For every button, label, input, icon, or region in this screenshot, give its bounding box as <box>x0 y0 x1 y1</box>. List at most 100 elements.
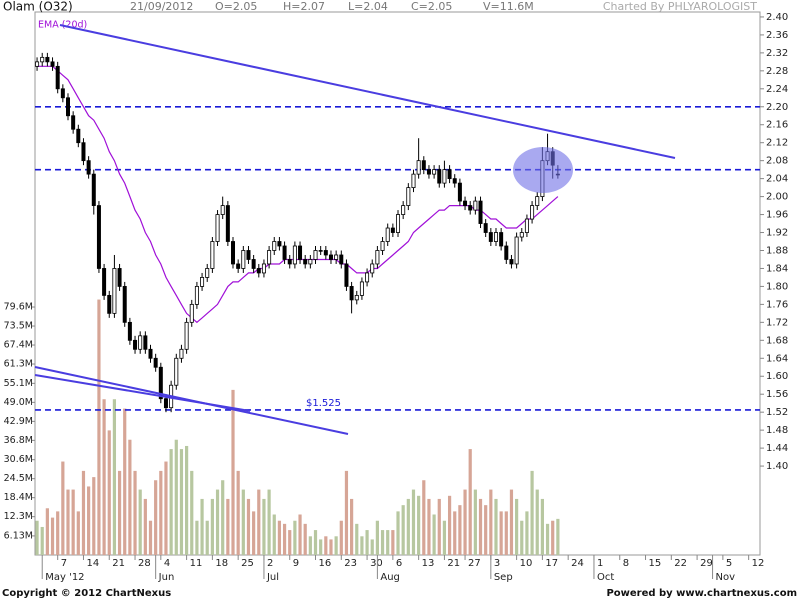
x-tick-label: 3 <box>494 558 500 569</box>
candle-body <box>35 61 40 67</box>
volume-tick-label: 24.5M <box>4 473 33 484</box>
candle-body <box>158 366 163 400</box>
candle-body <box>143 335 148 350</box>
candle-body <box>365 272 370 283</box>
x-tick-label: 13 <box>422 558 435 569</box>
volume-bar <box>277 520 282 555</box>
volume-bar <box>401 505 405 555</box>
volume-bar <box>257 489 261 555</box>
volume-bar <box>298 514 302 555</box>
candle-body <box>184 321 189 350</box>
volume-tick-label: 67.4M <box>4 340 33 351</box>
volume-bar <box>432 514 436 555</box>
volume-bar <box>185 445 189 555</box>
candle-body <box>163 398 168 409</box>
volume-bar <box>97 299 101 555</box>
volume-bar <box>61 461 65 555</box>
volume-bar <box>221 480 225 555</box>
volume-bar <box>437 498 441 555</box>
volume-quote: V=11.6M <box>483 0 534 13</box>
volume-bar <box>164 461 168 555</box>
volume-bar <box>102 399 106 555</box>
candle-body <box>138 335 143 350</box>
month-label: Oct <box>597 572 614 583</box>
candle-body <box>287 259 292 265</box>
volume-bar <box>319 539 323 555</box>
candle-body <box>246 250 251 260</box>
volume-bar <box>133 470 137 555</box>
volume-bar <box>535 489 539 555</box>
y-tick-label: 1.92 <box>766 228 788 239</box>
x-tick-label: 17 <box>545 558 558 569</box>
x-tick-label: 4 <box>164 558 170 569</box>
plot-area <box>34 11 761 556</box>
candle-body <box>50 61 55 67</box>
candle-body <box>261 263 266 274</box>
volume-bar <box>200 498 204 555</box>
y-tick-label: 1.56 <box>766 389 788 400</box>
volume-bar <box>422 480 426 555</box>
volume-bar <box>551 520 555 555</box>
x-tick-label: 21 <box>447 558 460 569</box>
x-tick-label: 11 <box>190 558 203 569</box>
candle-body <box>313 250 318 260</box>
x-tick-label: 7 <box>61 558 67 569</box>
y-tick-label: 1.68 <box>766 335 788 346</box>
candle-body <box>442 169 447 184</box>
volume-bar <box>169 449 173 555</box>
candle-body <box>339 254 344 265</box>
y-tick-label: 2.36 <box>766 30 788 41</box>
volume-bar <box>350 498 354 555</box>
candle-body <box>344 263 349 287</box>
volume-tick-label: 36.8M <box>4 435 33 446</box>
candle-body <box>200 277 205 287</box>
y-tick-label: 2.04 <box>766 174 788 185</box>
candle-body <box>272 241 277 251</box>
volume-bar <box>81 470 86 555</box>
volume-bar <box>138 489 142 555</box>
candle-body <box>375 250 380 265</box>
candle-body <box>174 357 179 386</box>
candle-body <box>509 259 514 265</box>
volume-bar <box>66 489 70 555</box>
volume-bar <box>520 520 524 555</box>
volume-bar <box>143 498 147 555</box>
x-tick-label: 5 <box>726 558 732 569</box>
volume-bar <box>494 498 498 555</box>
candle-body <box>390 227 395 233</box>
candle-body <box>194 286 199 305</box>
candle-body <box>396 214 401 233</box>
volume-bar <box>262 498 266 555</box>
candle-body <box>514 236 519 265</box>
volume-bar <box>308 536 312 555</box>
y-tick-label: 1.44 <box>766 443 788 454</box>
low-quote: L=2.04 <box>348 0 388 13</box>
volume-bar <box>468 449 472 555</box>
volume-bar <box>35 520 39 555</box>
volume-bar <box>406 498 410 555</box>
plot: $1.525 <box>35 52 760 555</box>
volume-bar <box>442 520 447 555</box>
candle-body <box>318 250 323 252</box>
volume-bar <box>174 439 178 555</box>
candle-body <box>359 281 364 296</box>
candle-body <box>189 303 194 323</box>
candle-body <box>66 97 71 117</box>
volume-bar <box>530 470 534 555</box>
volume-bar <box>190 470 194 555</box>
volume-bar <box>87 486 91 555</box>
volume-bar <box>195 520 199 555</box>
y-tick-label: 2.16 <box>766 120 788 131</box>
volume-bar <box>427 498 431 555</box>
volume-bar <box>515 498 519 555</box>
candle-body <box>401 205 406 215</box>
level-label: $1.525 <box>306 398 341 409</box>
volume-bar <box>360 536 364 555</box>
candle-body <box>241 250 246 269</box>
y-tick-label: 1.96 <box>766 210 788 221</box>
volume-bar <box>556 518 560 555</box>
highlight-ellipse <box>513 147 573 193</box>
y-tick-label: 1.80 <box>766 281 788 292</box>
candle-body <box>411 173 416 189</box>
